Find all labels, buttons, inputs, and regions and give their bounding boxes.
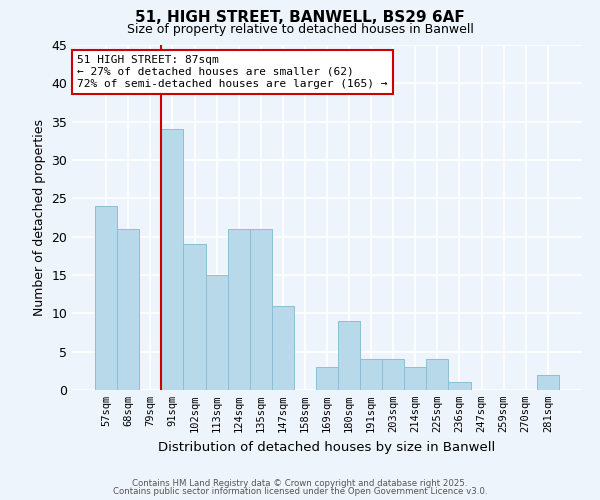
Bar <box>206 275 227 390</box>
Bar <box>117 229 139 390</box>
X-axis label: Distribution of detached houses by size in Banwell: Distribution of detached houses by size … <box>158 440 496 454</box>
Bar <box>382 360 404 390</box>
Bar <box>448 382 470 390</box>
Bar <box>537 374 559 390</box>
Bar <box>95 206 117 390</box>
Bar <box>338 321 360 390</box>
Y-axis label: Number of detached properties: Number of detached properties <box>33 119 46 316</box>
Bar <box>161 130 184 390</box>
Bar <box>250 229 272 390</box>
Text: 51, HIGH STREET, BANWELL, BS29 6AF: 51, HIGH STREET, BANWELL, BS29 6AF <box>135 10 465 25</box>
Bar <box>427 360 448 390</box>
Bar <box>316 367 338 390</box>
Text: 51 HIGH STREET: 87sqm
← 27% of detached houses are smaller (62)
72% of semi-deta: 51 HIGH STREET: 87sqm ← 27% of detached … <box>77 56 388 88</box>
Text: Size of property relative to detached houses in Banwell: Size of property relative to detached ho… <box>127 22 473 36</box>
Bar <box>404 367 427 390</box>
Bar <box>360 360 382 390</box>
Text: Contains HM Land Registry data © Crown copyright and database right 2025.: Contains HM Land Registry data © Crown c… <box>132 478 468 488</box>
Bar <box>272 306 294 390</box>
Bar <box>227 229 250 390</box>
Bar <box>184 244 206 390</box>
Text: Contains public sector information licensed under the Open Government Licence v3: Contains public sector information licen… <box>113 487 487 496</box>
